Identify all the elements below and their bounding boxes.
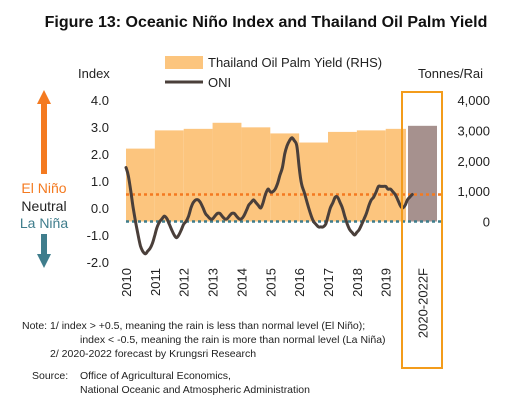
right-tick-label: 3,000: [457, 123, 490, 138]
x-axis-ticks: 2010 2011 2012 2013 2014 2015 2016 2017 2018 2019…: [119, 268, 431, 338]
x-tick-label: 2019: [379, 268, 394, 297]
source-label: Source:: [32, 370, 69, 382]
yield-area-2013: [212, 122, 242, 222]
neutral-label: Neutral: [21, 198, 66, 214]
left-tick-label: 3.0: [91, 120, 109, 135]
left-axis-label: Index: [78, 66, 110, 81]
legend-yield-label: Thailand Oil Palm Yield (RHS): [208, 55, 382, 70]
left-tick-label: 0.0: [91, 201, 109, 216]
yield-area-2014: [241, 127, 271, 222]
la-nina-arrow-shaft: [41, 234, 47, 254]
yield-area-2016: [299, 142, 329, 222]
yield-area-2019: [385, 128, 406, 222]
source-line-1: Office of Agricultural Economics,: [80, 370, 231, 382]
forecast-bar: [408, 125, 437, 222]
x-tick-label: 2016: [292, 268, 307, 297]
x-tick-label: 2015: [263, 268, 278, 297]
left-tick-label: -2.0: [87, 255, 109, 270]
yield-area-2011: [154, 130, 184, 222]
left-tick-label: 2.0: [91, 147, 109, 162]
right-axis-label: Tonnes/Rai: [418, 66, 483, 81]
yield-area-2015: [270, 133, 300, 222]
legend-yield-swatch: [165, 56, 203, 69]
note-line-3: 2/ 2020-2022 forecast by Krungsri Resear…: [50, 348, 257, 360]
threshold-layer: [126, 193, 442, 223]
x-tick-label: 2017: [321, 268, 336, 297]
x-tick-label: 2012: [177, 268, 192, 297]
note-line-2: index < -0.5, meaning the rain is more t…: [80, 334, 386, 346]
right-tick-label: 0: [483, 215, 490, 230]
forecast-highlight-box: [401, 91, 443, 369]
oni-line-layer: [124, 136, 414, 256]
right-axis-ticks: 4,000 3,000 2,000 1,000 0: [457, 93, 490, 230]
yield-area-2012: [183, 128, 213, 222]
left-tick-label: 1.0: [91, 174, 109, 189]
yield-area-2018: [356, 130, 386, 222]
oni-line: [124, 136, 414, 256]
x-tick-label: 2011: [148, 268, 163, 296]
note-line-1: Note: 1/ index > +0.5, meaning the rain …: [22, 320, 366, 332]
right-tick-label: 1,000: [457, 184, 490, 199]
right-tick-label: 4,000: [457, 93, 490, 108]
legend-oni-label: ONI: [208, 75, 231, 90]
right-tick-label: 2,000: [457, 154, 490, 169]
x-tick-label: 2018: [350, 268, 365, 297]
el-nino-arrow-head: [37, 90, 51, 104]
left-tick-label: -1.0: [87, 228, 109, 243]
el-nino-label: El Niño: [21, 180, 66, 196]
la-nina-label: La Niña: [20, 215, 68, 231]
left-axis-ticks: 4.0 3.0 2.0 1.0 0.0 -1.0 -2.0: [87, 93, 109, 270]
la-nina-arrow-head: [37, 254, 51, 268]
x-tick-label: 2013: [206, 268, 221, 297]
source-line-2: National Oceanic and Atmospheric Adminis…: [80, 384, 310, 396]
x-tick-label: 2014: [234, 268, 249, 297]
el-nino-arrow-shaft: [41, 104, 47, 174]
x-tick-label: 2010: [119, 268, 134, 297]
chart-title: Figure 13: Oceanic Niño Index and Thaila…: [45, 14, 488, 31]
left-tick-label: 4.0: [91, 93, 109, 108]
x-tick-label: 2020-2022F: [416, 268, 431, 338]
